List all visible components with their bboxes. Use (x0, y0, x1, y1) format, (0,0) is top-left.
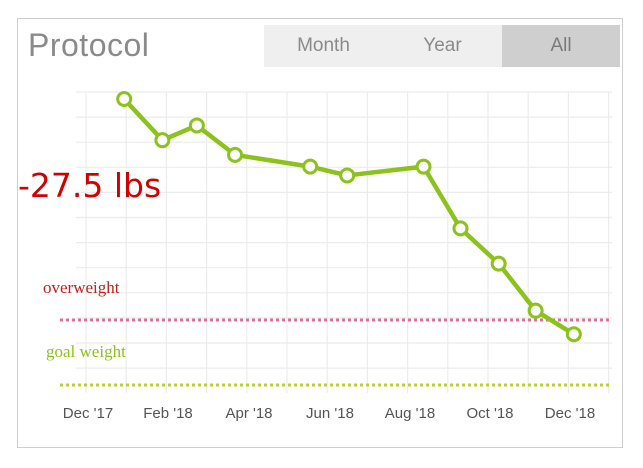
x-tick-label: Oct '18 (466, 405, 513, 422)
x-tick-label: Apr '18 (225, 405, 272, 422)
data-point (452, 220, 469, 237)
x-tick-label: Dec '18 (545, 405, 595, 422)
data-point (415, 158, 432, 175)
chart-grid (76, 91, 612, 393)
data-point (116, 91, 133, 107)
data-point (302, 158, 319, 175)
overweight-label: overweight (43, 278, 120, 297)
data-point (227, 146, 244, 163)
x-axis-ticks: Dec '17 Feb '18 Apr '18 Jun '18 Aug '18 Oct '… (63, 405, 595, 422)
data-point (188, 117, 205, 134)
x-tick-label: Jun '18 (306, 405, 354, 422)
series-line (122, 97, 575, 337)
data-point (339, 167, 356, 184)
data-point (490, 255, 507, 272)
tab-year[interactable]: Year (423, 35, 462, 56)
data-point (565, 326, 582, 343)
weight-change: -27.5 lbs (18, 166, 162, 205)
card-title: Protocol (28, 27, 150, 63)
tab-month[interactable]: Month (297, 35, 350, 56)
x-tick-label: Aug '18 (385, 405, 435, 422)
x-tick-label: Feb '18 (143, 405, 193, 422)
chart-series (116, 91, 582, 343)
range-tabs: Month Year All (264, 25, 620, 67)
x-tick-label: Dec '17 (63, 405, 113, 422)
data-point (154, 132, 171, 149)
weight-card: Protocol Month Year All (17, 18, 623, 448)
data-point (527, 302, 544, 319)
reference-lines (60, 318, 612, 387)
tab-all[interactable]: All (502, 25, 620, 67)
goal-weight-label: goal weight (46, 342, 126, 361)
